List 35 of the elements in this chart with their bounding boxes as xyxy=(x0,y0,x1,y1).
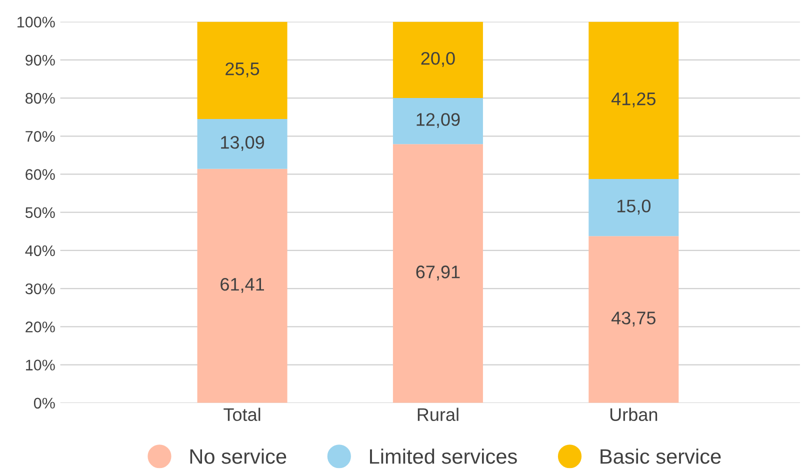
y-tick-label: 70% xyxy=(26,131,55,142)
data-label: 20,0 xyxy=(421,52,455,67)
data-label: 25,5 xyxy=(226,62,260,78)
data-label: 43,75 xyxy=(611,312,656,327)
bar xyxy=(197,118,288,169)
y-tick-label: 30% xyxy=(25,283,55,294)
data-label: 67,91 xyxy=(416,266,460,280)
x-tick-label: Rural xyxy=(418,408,458,422)
bar xyxy=(588,179,679,236)
y-tick-label: 10% xyxy=(26,360,55,370)
y-tick-label: 0% xyxy=(34,398,55,409)
data-label: 12,09 xyxy=(416,113,460,128)
y-tick-label: 20% xyxy=(26,322,55,332)
x-tick-label: Total xyxy=(224,408,260,422)
bar xyxy=(197,168,288,403)
y-tick-label: 40% xyxy=(25,245,55,256)
bar xyxy=(197,22,288,119)
bar xyxy=(588,236,679,403)
bar xyxy=(588,22,679,180)
data-label: 61,41 xyxy=(220,278,264,293)
bar xyxy=(392,144,483,403)
bar xyxy=(392,22,483,98)
legend-label: Basic service xyxy=(600,448,721,464)
data-label: 41,25 xyxy=(611,92,656,108)
y-tick-label: 50% xyxy=(25,207,55,218)
y-tick-label: 100% xyxy=(18,16,55,28)
bar xyxy=(392,98,483,144)
legend-label: Limited services xyxy=(370,448,517,464)
y-tick-label: 60% xyxy=(26,169,55,180)
legend-label: No service xyxy=(190,448,286,464)
data-label: 13,09 xyxy=(221,136,264,151)
data-label: 15,0 xyxy=(617,200,651,215)
y-tick-label: 80% xyxy=(26,92,55,104)
y-tick-label: 90% xyxy=(26,54,55,66)
x-tick-label: Urban xyxy=(610,408,658,422)
